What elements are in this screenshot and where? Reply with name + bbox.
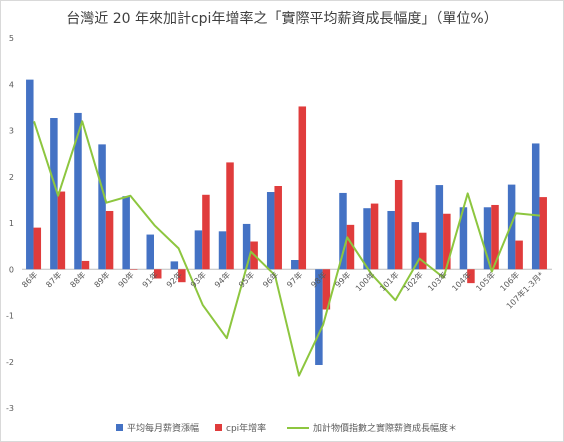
- bar-cpi: [33, 227, 42, 270]
- x-tick-label: 102年: [401, 270, 425, 294]
- bar-cpi: [178, 269, 186, 283]
- bar-salary: [339, 192, 347, 270]
- bar-salary: [363, 208, 371, 270]
- bar-salary: [291, 260, 299, 270]
- legend-label-cpi: cpi年增率: [226, 424, 267, 434]
- chart-title: 台灣近 20 年來加計cpi年增率之「實際平均薪資成長幅度」（單位%）: [66, 11, 498, 27]
- bar-cpi: [419, 232, 427, 270]
- x-tick-label: 106年: [498, 270, 522, 294]
- bar-cpi: [81, 260, 90, 270]
- x-tick-label: 97年: [285, 270, 305, 290]
- bar-salary: [459, 207, 468, 270]
- y-tick-label: 2: [9, 173, 14, 182]
- line-real-growth: [33, 120, 541, 377]
- bar-cpi: [274, 186, 282, 270]
- bar-salary: [531, 143, 540, 270]
- bar-cpi: [129, 269, 138, 270]
- bar-salary: [170, 261, 179, 270]
- bar-cpi: [394, 179, 403, 270]
- bar-cpi: [202, 194, 210, 270]
- x-tick-label: 93年: [188, 270, 208, 290]
- bar-cpi: [539, 197, 547, 270]
- bar-cpi: [491, 204, 499, 270]
- x-tick-label: 94年: [212, 270, 232, 290]
- legend-item-real-growth: 加計物價指數之實際薪資成長幅度＊: [287, 421, 457, 434]
- x-tick-label: 100年: [353, 270, 377, 294]
- bar-cpi: [370, 203, 379, 270]
- bar-cpi: [443, 213, 451, 270]
- bar-cpi: [322, 269, 331, 310]
- legend-swatch-salary: [116, 424, 123, 431]
- y-tick-label: -2: [6, 358, 14, 367]
- y-tick-label: -3: [6, 404, 14, 413]
- x-tick-label: 89年: [92, 270, 112, 290]
- y-tick-label: 0: [9, 265, 14, 274]
- y-tick-label: 1: [9, 219, 14, 228]
- bar-salary: [50, 118, 58, 270]
- x-tick-label: 90年: [116, 270, 136, 290]
- x-tick-label: 95年: [236, 270, 256, 290]
- x-tick-label: 105年: [474, 270, 498, 294]
- bar-salary: [218, 231, 227, 270]
- bar-salary: [26, 79, 34, 270]
- bar-salary: [122, 196, 130, 270]
- legend-item-cpi: cpi年增率: [215, 421, 266, 434]
- y-tick-label: -1: [6, 312, 14, 321]
- bar-salary: [411, 222, 419, 270]
- legend-label-real-growth: 加計物價指數之實際薪資成長幅度＊: [313, 424, 458, 434]
- x-tick-label: 88年: [68, 270, 88, 290]
- bar-salary: [387, 210, 395, 270]
- legend-swatch-real-growth: [287, 426, 309, 429]
- x-tick-label: 101年: [377, 270, 401, 294]
- bar-salary: [146, 234, 154, 270]
- y-tick-label: 4: [9, 80, 14, 89]
- bar-cpi: [57, 191, 66, 270]
- bar-cpi: [467, 269, 475, 284]
- chart-legend: 平均每月薪資漲幅 cpi年增率 加計物價指數之實際薪資成長幅度＊: [0, 421, 564, 435]
- legend-label-salary: 平均每月薪資漲幅: [127, 424, 200, 434]
- bar-salary: [266, 192, 275, 270]
- bar-cpi: [105, 210, 114, 270]
- bar-salary: [242, 223, 251, 270]
- bar-cpi: [298, 106, 307, 270]
- bar-salary: [483, 207, 492, 270]
- bar-cpi: [226, 162, 234, 270]
- x-tick-label: 86年: [20, 270, 40, 290]
- x-tick-label: 99年: [333, 270, 353, 290]
- x-tick-label: 87年: [44, 270, 64, 290]
- bar-salary: [98, 144, 106, 270]
- bar-salary: [194, 230, 203, 270]
- bar-cpi: [154, 269, 162, 279]
- bar-cpi: [515, 240, 523, 270]
- bar-salary: [435, 185, 444, 270]
- bar-salary: [74, 112, 82, 270]
- bar-cpi: [346, 224, 355, 270]
- legend-swatch-cpi: [215, 424, 222, 431]
- bar-salary: [315, 269, 323, 365]
- y-tick-label: 3: [9, 127, 14, 136]
- bar-salary: [507, 184, 516, 270]
- legend-item-salary: 平均每月薪資漲幅: [116, 421, 199, 434]
- y-tick-label: 5: [9, 34, 14, 43]
